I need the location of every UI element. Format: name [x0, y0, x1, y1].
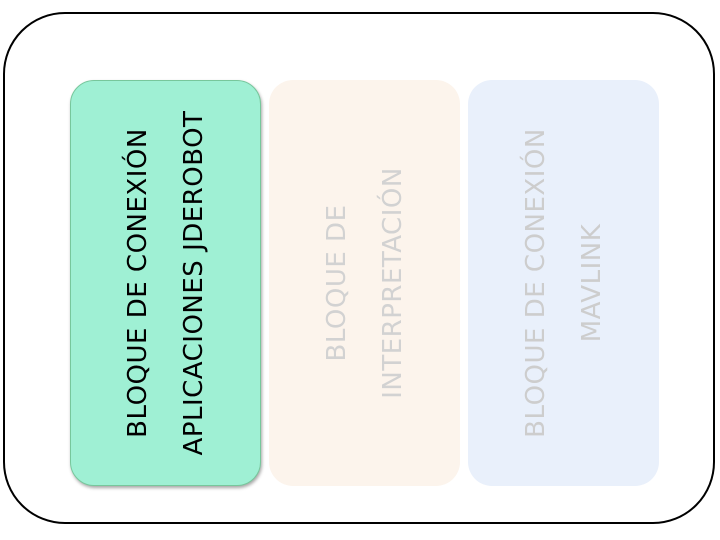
block-label-line-2: INTERPRETACIÓN — [377, 167, 408, 399]
block-interpretation: BLOQUE DE INTERPRETACIÓN — [269, 80, 460, 486]
block-label-line-1: BLOQUE DE CONEXIÓN — [122, 128, 153, 438]
block-label: BLOQUE DE CONEXIÓN MAVLINK — [508, 93, 620, 473]
block-label-line-2: MAVLINK — [576, 223, 607, 343]
block-label-line-1: BLOQUE DE — [321, 204, 352, 362]
block-label-line-1: BLOQUE DE CONEXIÓN — [520, 128, 551, 438]
outer-frame: BLOQUE DE CONEXIÓN APLICACIONES JDEROBOT… — [3, 12, 715, 524]
block-mavlink-connection: BLOQUE DE CONEXIÓN MAVLINK — [468, 80, 659, 486]
block-label: BLOQUE DE CONEXIÓN APLICACIONES JDEROBOT — [110, 93, 222, 473]
block-label: BLOQUE DE INTERPRETACIÓN — [309, 93, 421, 473]
block-jderobot-connection: BLOQUE DE CONEXIÓN APLICACIONES JDEROBOT — [70, 80, 261, 486]
block-label-line-2: APLICACIONES JDEROBOT — [178, 110, 209, 456]
